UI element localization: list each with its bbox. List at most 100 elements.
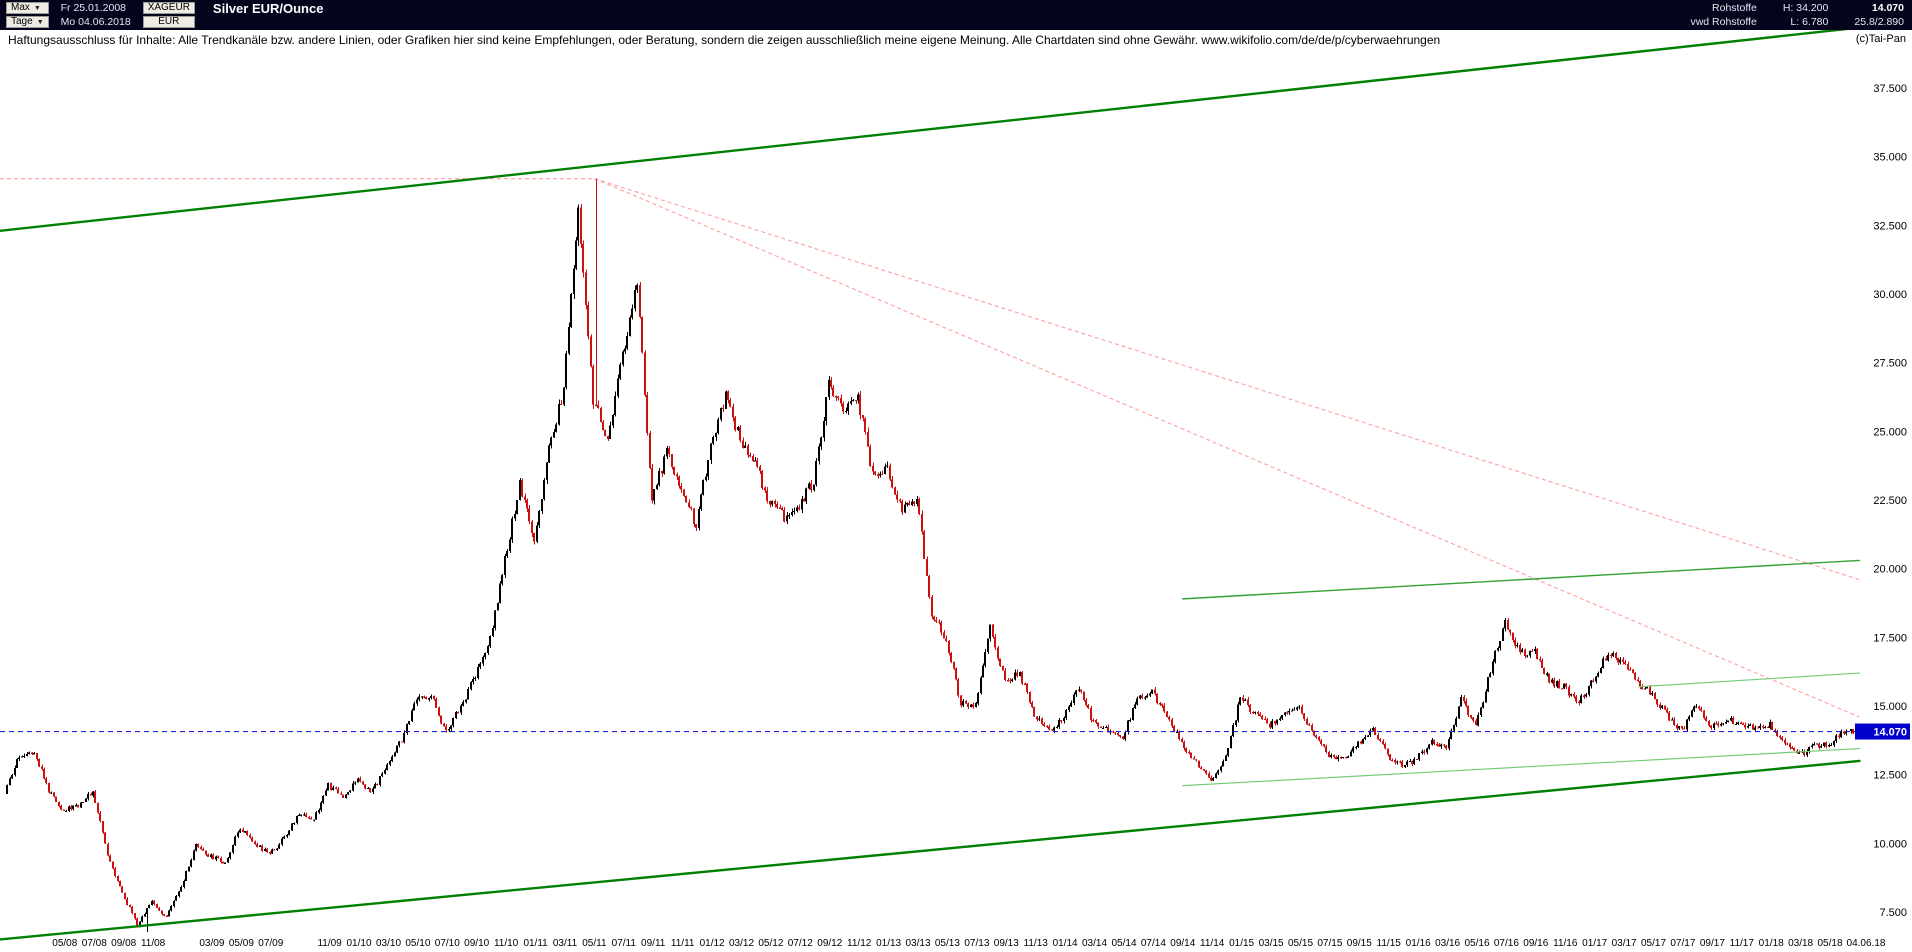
- chart-area: 14.070 37.500 35.000 32.500 30.000 27.500 25.0…: [0, 30, 1912, 952]
- x-axis-label: 01/17: [1582, 938, 1607, 949]
- x-axis-label: 05/13: [935, 938, 960, 949]
- y-axis: 37.500 35.000 32.500 30.000 27.500 25.000 22.5…: [1873, 83, 1907, 919]
- trendlines: [0, 30, 1861, 941]
- symbol-field[interactable]: XAGEUR: [142, 2, 195, 14]
- x-axis-label: 03/14: [1082, 938, 1107, 949]
- y-axis-label: 30.000: [1873, 289, 1907, 301]
- x-axis-label: 09/14: [1170, 938, 1195, 949]
- minor-resistance: [1638, 672, 1861, 688]
- x-axis-label: 03/16: [1435, 938, 1460, 949]
- x-axis-label: 03/10: [376, 938, 401, 949]
- chart-canvas[interactable]: 14.070 37.500 35.000 32.500 30.000 27.500 25.0…: [0, 30, 1912, 952]
- period-select[interactable]: Tage: [6, 16, 49, 28]
- x-axis-label: 03/13: [905, 938, 930, 949]
- last-price-value: 14.070: [1871, 2, 1904, 14]
- mid-channel-resistance: [1182, 559, 1861, 600]
- y-axis-label: 17.500: [1873, 632, 1907, 644]
- x-axis-label: 05/09: [229, 938, 254, 949]
- y-axis-label: 7.500: [1879, 907, 1907, 919]
- y-axis-label: 10.000: [1873, 838, 1907, 850]
- x-axis-label: 05/08: [52, 938, 77, 949]
- y-axis-label: 32.500: [1873, 220, 1907, 232]
- lower-channel: [0, 759, 1861, 941]
- x-axis-label: 11/12: [847, 938, 872, 949]
- x-axis-label: 05/16: [1464, 938, 1489, 949]
- range-select[interactable]: Max: [6, 2, 49, 14]
- x-axis-label: 07/13: [964, 938, 989, 949]
- x-axis-label: 07/11: [612, 938, 637, 949]
- chevron-down-icon: [37, 19, 44, 26]
- y-axis-label: 35.000: [1873, 152, 1907, 164]
- x-axis-label: 11/14: [1200, 938, 1225, 949]
- x-axis-label: 11/16: [1553, 938, 1578, 949]
- x-axis-label: 09/13: [994, 938, 1019, 949]
- start-date-field[interactable]: Fr 25.01.2008: [60, 2, 127, 14]
- x-axis-label: 11/11: [671, 938, 695, 949]
- y-axis-label: 25.000: [1873, 426, 1907, 438]
- x-axis-label: 07/09: [258, 938, 283, 949]
- y-axis-label: 20.000: [1873, 564, 1907, 576]
- x-axis: 05/08 07/08 09/08 11/08 03/09 05/09 07/09 11/09…: [52, 938, 1886, 949]
- x-axis-label: 07/15: [1317, 938, 1342, 949]
- x-axis-label: 01/12: [700, 938, 725, 949]
- currency-label: EUR: [142, 16, 195, 28]
- x-axis-label: 11/09: [317, 938, 342, 949]
- change-info: 25.8/2.890: [1854, 16, 1904, 28]
- copyright-label: (c)Tai-Pan: [1855, 33, 1906, 45]
- x-axis-label: 07/12: [788, 938, 813, 949]
- category-label: Rohstoffe: [1712, 2, 1757, 14]
- x-axis-label: 03/11: [553, 938, 578, 949]
- last-price-tag: [1855, 723, 1910, 740]
- x-axis-label: 11/17: [1730, 938, 1755, 949]
- y-axis-label: 22.500: [1873, 495, 1907, 507]
- x-axis-label: 01/14: [1053, 938, 1078, 949]
- x-axis-label: 05/11: [582, 938, 607, 949]
- source-label: vwd Rohstoffe: [1690, 16, 1757, 28]
- x-axis-label: 05/18: [1817, 938, 1842, 949]
- x-axis-label: 11/15: [1377, 938, 1402, 949]
- x-axis-label: 09/12: [817, 938, 842, 949]
- x-axis-label: 07/08: [82, 938, 107, 949]
- x-axis-label: 09/11: [641, 938, 666, 949]
- period-select-label: Tage: [11, 16, 33, 27]
- x-axis-label: 11/10: [494, 938, 519, 949]
- end-date-field[interactable]: Mo 04.06.2018: [60, 16, 131, 28]
- x-axis-label: 09/16: [1523, 938, 1548, 949]
- x-axis-label: 01/16: [1406, 938, 1431, 949]
- x-axis-label: 09/17: [1700, 938, 1725, 949]
- x-axis-label: 05/15: [1288, 938, 1313, 949]
- x-axis-label: 11/08: [141, 938, 166, 949]
- x-axis-label: 05/10: [405, 938, 430, 949]
- y-axis-label: 27.500: [1873, 358, 1907, 370]
- y-axis-label: 12.500: [1873, 770, 1907, 782]
- projection-lines: [0, 178, 1860, 718]
- x-axis-label: 01/10: [346, 938, 371, 949]
- minor-support: [1182, 747, 1861, 787]
- chart-title: Silver EUR/Ounce: [212, 1, 324, 16]
- x-axis-label: 01/15: [1229, 938, 1254, 949]
- x-axis-label: 03/15: [1259, 938, 1284, 949]
- x-axis-label: 03/12: [729, 938, 754, 949]
- x-axis-label: 03/09: [199, 938, 224, 949]
- x-axis-label: 09/10: [464, 938, 489, 949]
- x-axis-label: 07/10: [435, 938, 460, 949]
- x-axis-label: 01/13: [876, 938, 901, 949]
- x-axis-label: 03/18: [1788, 938, 1813, 949]
- period-low-label: L: 6.780: [1790, 16, 1829, 28]
- x-axis-label: 05/14: [1111, 938, 1136, 949]
- range-select-label: Max: [11, 2, 30, 13]
- x-axis-label: 07/14: [1141, 938, 1166, 949]
- period-high-label: H: 34.200: [1782, 2, 1829, 14]
- x-axis-label: 11/13: [1024, 938, 1049, 949]
- disclaimer-text: Haftungsausschluss für Inhalte: Alle Tre…: [8, 33, 1441, 47]
- x-axis-label: 05/17: [1641, 938, 1666, 949]
- x-axis-label: 01/18: [1759, 938, 1784, 949]
- x-axis-label: 07/17: [1670, 938, 1695, 949]
- x-axis-label: 01/11: [523, 938, 548, 949]
- x-axis-label: 07/16: [1494, 938, 1519, 949]
- x-axis-label: 09/15: [1347, 938, 1372, 949]
- last-price-tag-label: 14.070: [1873, 727, 1907, 739]
- y-axis-label: 15.000: [1873, 701, 1907, 713]
- candles: [6, 178, 1859, 932]
- x-axis-label: 05/12: [758, 938, 783, 949]
